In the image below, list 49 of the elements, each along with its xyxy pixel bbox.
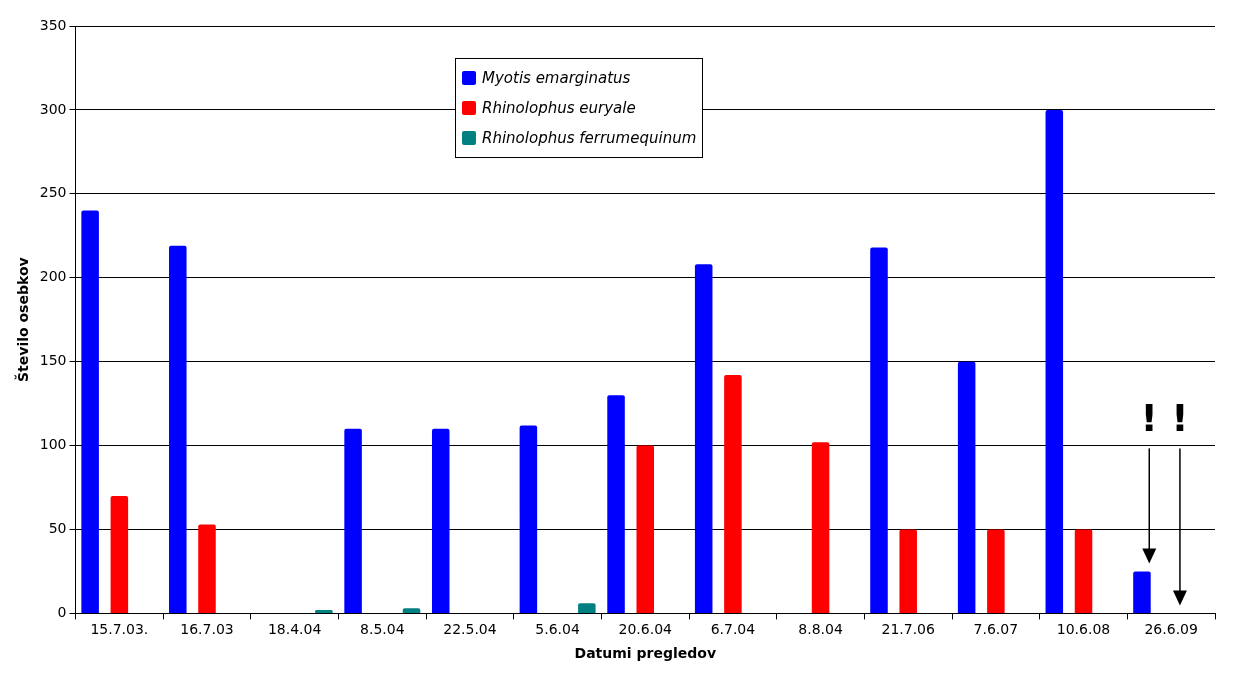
bar [899, 529, 917, 613]
bar [1074, 529, 1093, 613]
y-tick-label: 250 [39, 184, 67, 201]
x-tick-label: 8.8.04 [798, 621, 843, 638]
y-tick-label: 350 [39, 16, 67, 33]
x-tick-label: 22.5.04 [443, 621, 497, 638]
x-tick-label: 8.5.04 [360, 621, 405, 638]
bar [811, 442, 830, 613]
x-tick-label: 10.6.08 [1056, 621, 1111, 638]
x-tick-label: 26.6.09 [1144, 621, 1198, 638]
bar [1045, 109, 1064, 613]
bar [198, 524, 216, 613]
bar [724, 375, 742, 613]
y-tick-label: 200 [39, 268, 67, 285]
y-axis-title: Število osebkov [14, 257, 32, 383]
y-tick-label: 300 [39, 100, 67, 117]
legend-label: Myotis emarginatus [482, 68, 631, 89]
bar [870, 247, 888, 613]
bar [402, 608, 421, 613]
x-tick-label: 7.6.07 [973, 621, 1019, 638]
x-tick-label: 21.7.06 [881, 621, 936, 638]
y-tick-label: 150 [39, 352, 67, 369]
bar [169, 245, 187, 613]
bar [1133, 571, 1151, 613]
x-tick-label: 20.6.04 [618, 621, 673, 638]
bar [344, 428, 362, 613]
x-tick-label: 15.7.03. [90, 621, 149, 638]
bar [81, 210, 99, 613]
y-tick-label: 50 [48, 520, 67, 537]
bar [607, 395, 625, 613]
bar [519, 425, 538, 613]
bar [636, 445, 655, 613]
bar [110, 495, 129, 613]
x-tick-label: 16.7.03 [180, 621, 234, 638]
bar [957, 361, 976, 613]
x-tick-label: 5.6.04 [535, 621, 580, 638]
bar [578, 603, 596, 613]
legend-label: Rhinolophus ferrumequinum [482, 128, 697, 149]
annotation: ! [1171, 396, 1189, 441]
bar [431, 428, 450, 613]
x-axis-title: Datumi pregledov [574, 645, 717, 662]
x-tick-label: 18.4.04 [267, 621, 322, 638]
x-tick-label: 6.7.04 [710, 621, 756, 638]
bar [987, 529, 1005, 613]
y-tick-label: 0 [57, 604, 67, 621]
annotation: ! [1140, 396, 1158, 441]
bar [694, 264, 713, 613]
y-tick-label: 100 [39, 436, 67, 453]
legend-label: Rhinolophus euryale [482, 98, 636, 119]
